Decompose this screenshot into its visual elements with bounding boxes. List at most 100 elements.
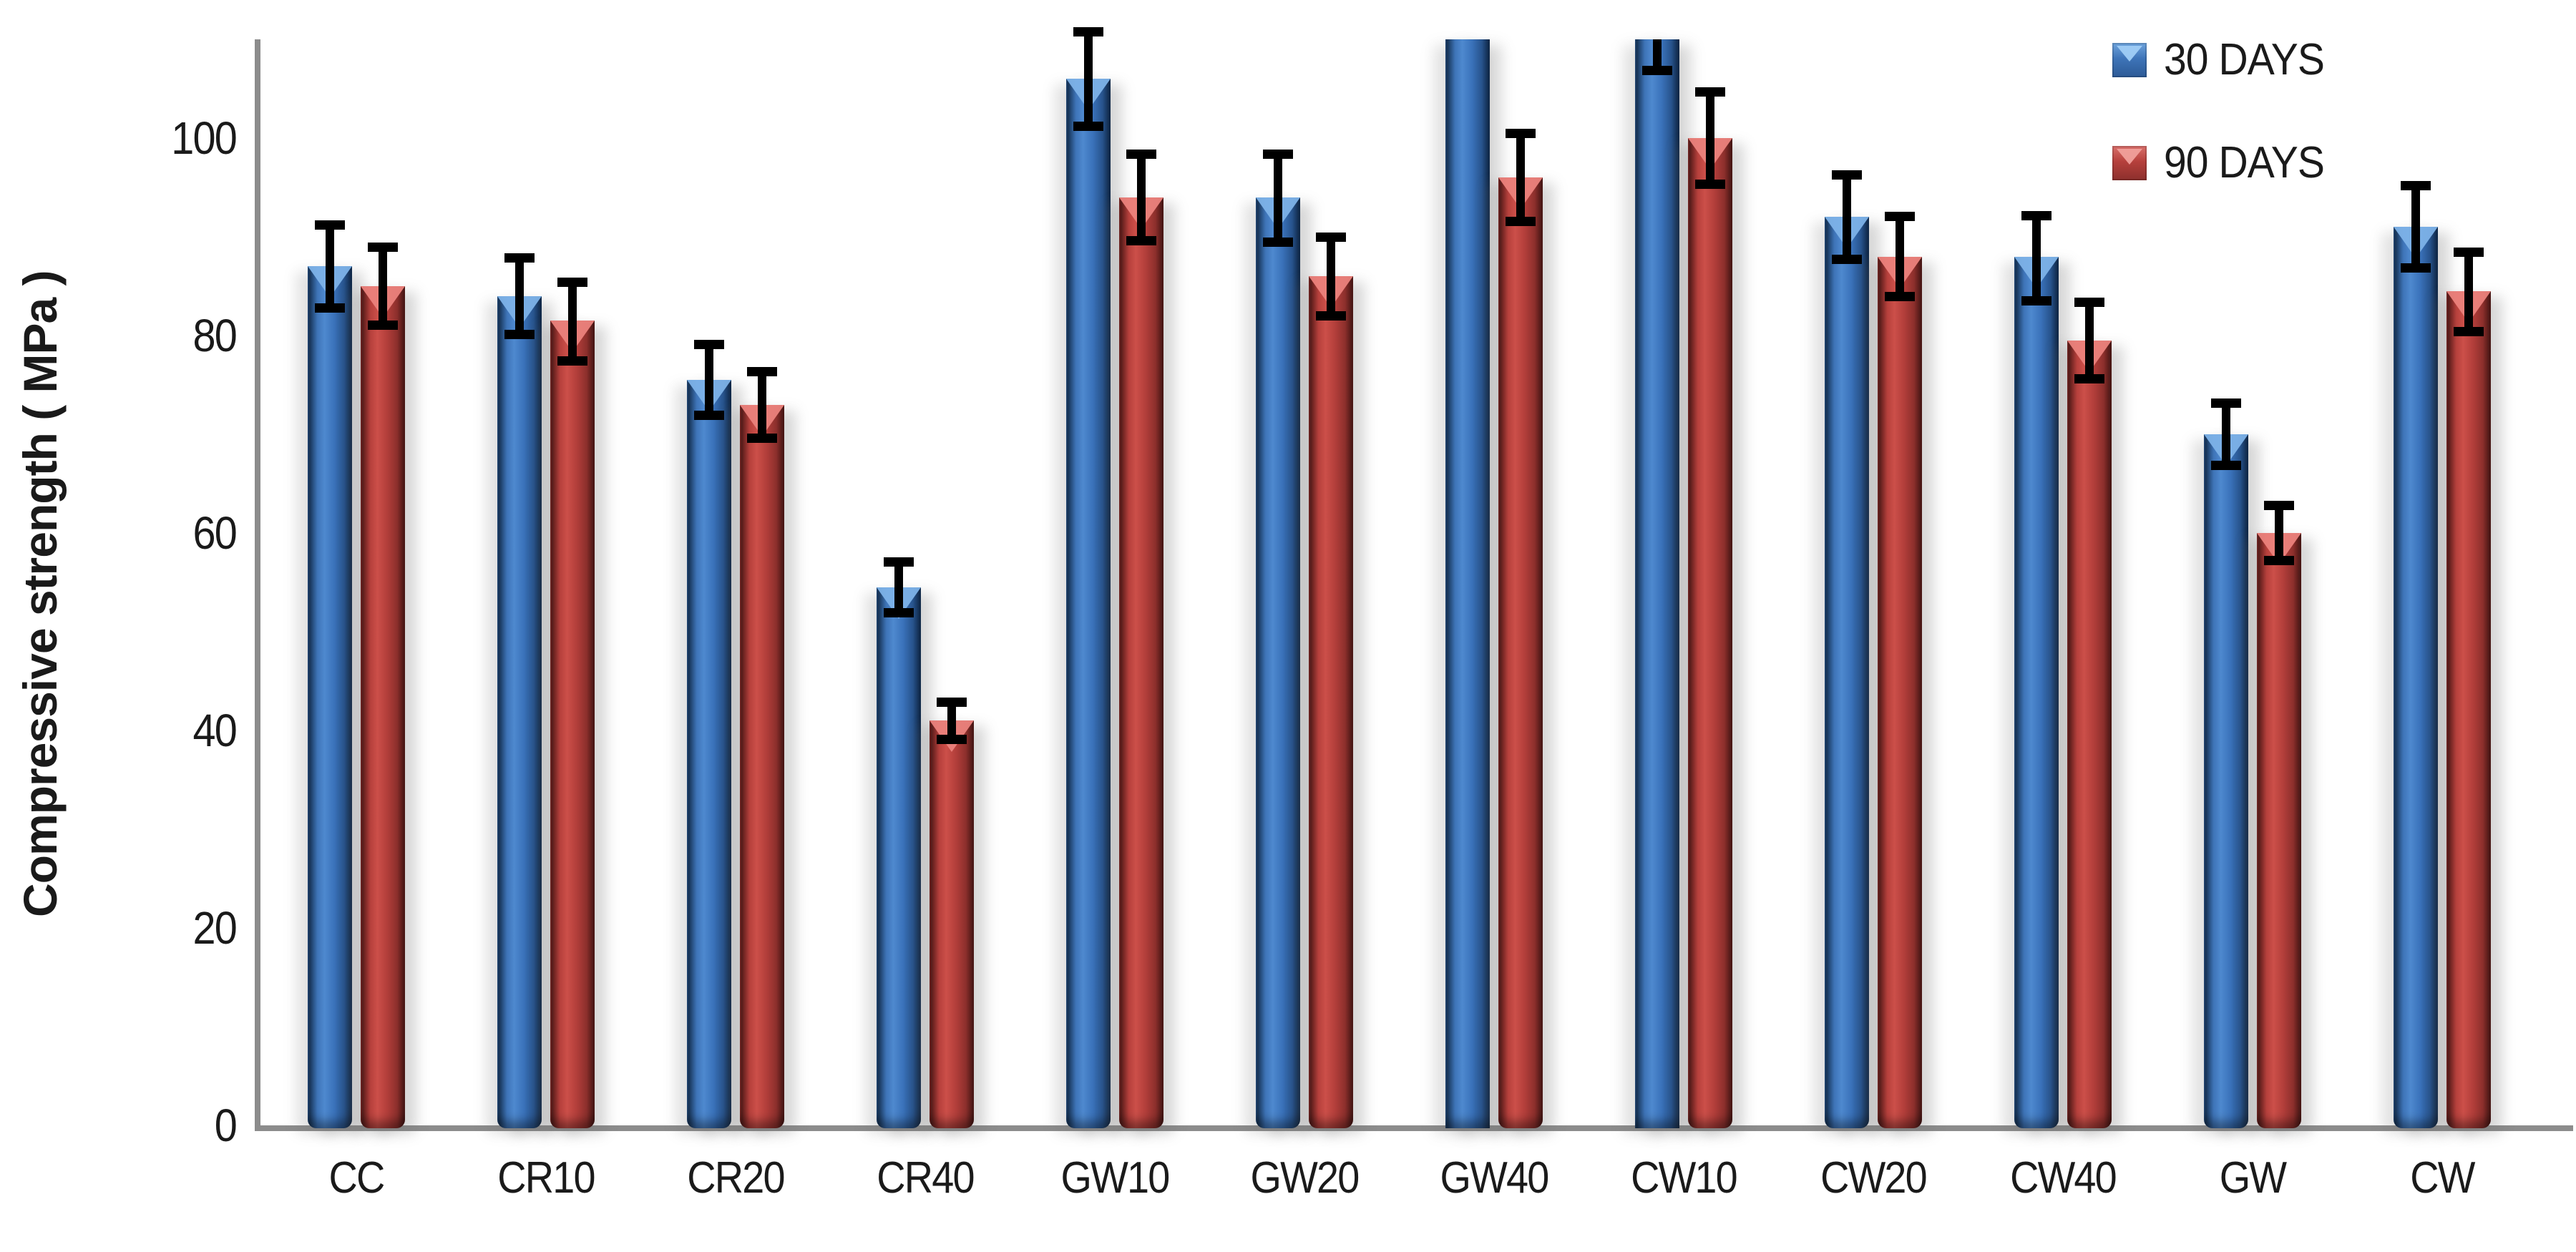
error-bar-top-cap bbox=[937, 697, 967, 707]
x-category-label: CC bbox=[328, 1153, 385, 1203]
error-bar-top-cap bbox=[2211, 398, 2241, 408]
error-bar-stem bbox=[1137, 150, 1146, 244]
error-bar-top-cap bbox=[1506, 128, 1536, 138]
error-bar-bottom-cap bbox=[315, 303, 345, 313]
bar-90-days-cw40 bbox=[2067, 340, 2112, 1128]
legend-swatch-90-days-icon bbox=[2112, 145, 2147, 180]
y-tick-label: 80 bbox=[192, 310, 238, 361]
bar-30-days-cc bbox=[308, 266, 352, 1128]
error-bar-bottom-cap bbox=[937, 734, 967, 744]
error-bar-stem bbox=[1706, 89, 1714, 187]
bar-30-days-gw20 bbox=[1256, 197, 1300, 1128]
x-category-label: CR40 bbox=[877, 1153, 975, 1203]
bar-90-days-cr40 bbox=[930, 720, 974, 1128]
gloss-highlight bbox=[2117, 45, 2142, 62]
error-bar-stem bbox=[2085, 298, 2094, 382]
error-bar-bottom-cap bbox=[1073, 121, 1103, 131]
bar-30-days-gw10 bbox=[1066, 79, 1111, 1128]
error-bar-top-cap bbox=[504, 253, 535, 263]
error-bar-bottom-cap bbox=[747, 433, 777, 443]
x-category-label: GW bbox=[2219, 1153, 2287, 1203]
error-bar-top-cap bbox=[368, 242, 398, 252]
error-bar-stem bbox=[568, 279, 577, 364]
error-bar-stem bbox=[326, 222, 334, 311]
legend-item-90-days: 90 DAYS bbox=[2112, 137, 2338, 188]
x-category-label: CW10 bbox=[1631, 1153, 1738, 1203]
error-bar-top-cap bbox=[2021, 210, 2051, 220]
legend-swatch-30-days-icon bbox=[2112, 42, 2147, 77]
legend-label-30-days: 30 DAYS bbox=[2164, 35, 2325, 84]
error-bar-stem bbox=[1084, 28, 1093, 129]
error-bar-top-cap bbox=[694, 340, 724, 350]
error-bar-top-cap bbox=[1695, 87, 1725, 97]
error-bar-stem bbox=[1274, 150, 1282, 246]
x-category-label: GW20 bbox=[1250, 1153, 1360, 1203]
error-bar-stem bbox=[947, 698, 956, 743]
error-bar-stem bbox=[2032, 212, 2041, 304]
x-category-label: CW bbox=[2410, 1153, 2475, 1203]
bar-30-days-gw40 bbox=[1445, 39, 1490, 1128]
y-axis-line bbox=[255, 39, 260, 1131]
error-bar-stem bbox=[2275, 502, 2283, 564]
error-bar-bottom-cap bbox=[2074, 373, 2104, 383]
error-bar-stem bbox=[1516, 129, 1525, 225]
x-category-label: CR10 bbox=[497, 1153, 595, 1203]
error-bar-bottom-cap bbox=[1263, 238, 1293, 248]
error-bar-stem bbox=[2464, 248, 2473, 335]
error-bar-top-cap bbox=[884, 557, 914, 567]
x-category-label: CW40 bbox=[2010, 1153, 2117, 1203]
bar-90-days-cr10 bbox=[550, 321, 595, 1128]
bar-30-days-cr40 bbox=[877, 587, 921, 1128]
error-bar-bottom-cap bbox=[368, 321, 398, 331]
bar-90-days-cc bbox=[361, 286, 405, 1128]
x-category-label: GW40 bbox=[1440, 1153, 1550, 1203]
bar-30-days-cw bbox=[2394, 227, 2438, 1128]
bar-30-days-cr10 bbox=[497, 295, 542, 1128]
bar-30-days-cw20 bbox=[1825, 217, 1869, 1128]
error-bar-stem bbox=[705, 341, 713, 419]
error-bar-top-cap bbox=[2401, 181, 2431, 191]
legend-item-30-days: 30 DAYS bbox=[2112, 34, 2338, 85]
y-tick-label: 0 bbox=[214, 1100, 238, 1151]
bar-90-days-cw10 bbox=[1688, 138, 1732, 1128]
error-bar-top-cap bbox=[2454, 247, 2484, 257]
error-bar-stem bbox=[379, 243, 387, 329]
error-bar-bottom-cap bbox=[504, 329, 535, 339]
bar-30-days-cw10 bbox=[1635, 39, 1679, 1128]
error-bar-top-cap bbox=[1263, 149, 1293, 159]
bar-90-days-gw20 bbox=[1309, 276, 1353, 1128]
bar-30-days-gw bbox=[2204, 434, 2248, 1128]
error-bar-stem bbox=[515, 254, 524, 338]
bar-90-days-gw40 bbox=[1498, 177, 1543, 1128]
error-bar-bottom-cap bbox=[1832, 254, 1862, 264]
x-axis-line bbox=[255, 1125, 2573, 1131]
error-bar-top-cap bbox=[747, 366, 777, 376]
error-bar-top-cap bbox=[2264, 501, 2294, 511]
y-tick-label: 60 bbox=[192, 507, 238, 559]
y-tick-label: 40 bbox=[192, 705, 238, 756]
x-category-label: GW10 bbox=[1060, 1153, 1171, 1203]
x-category-label: CR20 bbox=[687, 1153, 785, 1203]
error-bar-bottom-cap bbox=[2211, 461, 2241, 471]
error-bar-bottom-cap bbox=[1695, 180, 1725, 189]
error-bar-top-cap bbox=[1832, 170, 1862, 180]
error-bar-stem bbox=[894, 558, 903, 616]
error-bar-bottom-cap bbox=[2401, 263, 2431, 273]
bar-90-days-cr20 bbox=[740, 404, 784, 1128]
bar-90-days-cw20 bbox=[1878, 256, 1922, 1128]
bar-30-days-cw40 bbox=[2014, 256, 2059, 1128]
error-bar-bottom-cap bbox=[557, 356, 587, 366]
error-bar-stem bbox=[1896, 212, 1904, 300]
gloss-highlight bbox=[2117, 148, 2142, 165]
x-category-label: CW20 bbox=[1820, 1153, 1928, 1203]
error-bar-top-cap bbox=[2074, 297, 2104, 307]
error-bar-bottom-cap bbox=[1316, 310, 1346, 321]
error-bar-bottom-cap bbox=[1885, 292, 1915, 302]
error-bar-bottom-cap bbox=[1642, 66, 1672, 76]
error-bar-top-cap bbox=[1073, 26, 1103, 36]
error-bar-bottom-cap bbox=[1126, 235, 1156, 245]
error-bar-top-cap bbox=[1885, 211, 1915, 221]
error-bar-bottom-cap bbox=[694, 410, 724, 420]
y-tick-label: 100 bbox=[171, 112, 238, 164]
